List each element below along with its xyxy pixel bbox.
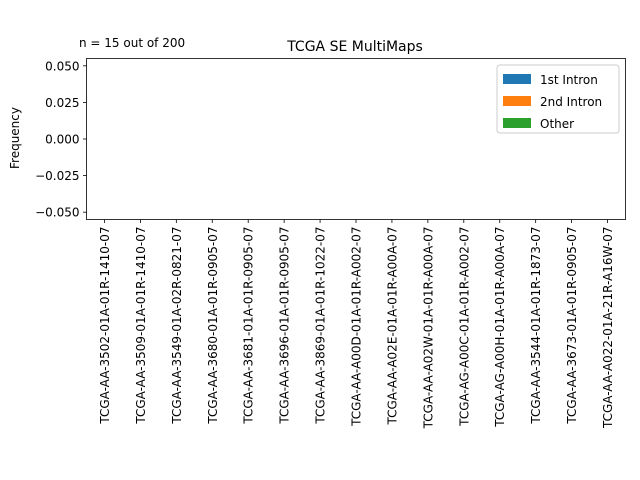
x-tick-label: TCGA-AA-3680-01A-01R-0905-07 xyxy=(206,227,220,425)
x-tick-label: TCGA-AA-3696-01A-01R-0905-07 xyxy=(278,227,292,425)
x-tick-label: TCGA-AG-A00H-01A-01R-A00A-07 xyxy=(493,227,507,428)
x-tick-label: TCGA-AA-3502-01A-01R-1410-07 xyxy=(98,227,112,425)
legend-label: 1st Intron xyxy=(540,73,598,87)
x-tick-label: TCGA-AG-A00C-01A-01R-A002-07 xyxy=(457,227,471,427)
y-tick-label: 0.050 xyxy=(45,59,79,73)
plot-area: 0.050 0.025 0.000 −0.025 −0.050 TCGA-AA-3502-… xyxy=(35,58,626,430)
x-tick-label: TCGA-AA-3509-01A-01R-1410-07 xyxy=(134,227,148,425)
legend-swatch xyxy=(503,96,531,106)
x-tick-label: TCGA-AA-A02W-01A-01R-A00A-07 xyxy=(421,227,435,430)
x-tick-label: TCGA-AA-3869-01A-01R-1022-07 xyxy=(314,227,328,425)
x-tick-label: TCGA-AA-3681-01A-01R-0905-07 xyxy=(242,227,256,425)
legend-swatch xyxy=(503,74,531,84)
x-tick-label: TCGA-AA-3544-01A-01R-1873-07 xyxy=(529,227,543,425)
x-tick-label: TCGA-AA-3673-01A-01R-0905-07 xyxy=(565,227,579,425)
legend-label: Other xyxy=(540,117,574,131)
x-tick-label: TCGA-AA-A022-01A-21R-A16W-07 xyxy=(601,227,615,430)
chart-title: TCGA SE MultiMaps xyxy=(286,39,423,55)
axes-frame xyxy=(86,58,626,220)
legend-swatch xyxy=(503,118,531,128)
x-tick-label: TCGA-AA-3549-01A-02R-0821-07 xyxy=(170,227,184,425)
y-tick-label: −0.025 xyxy=(35,169,79,183)
x-tick-label: TCGA-AA-A00D-01A-01R-A002-07 xyxy=(350,227,364,427)
legend: 1st Intron 2nd Intron Other xyxy=(496,64,620,134)
sample-count-annotation: n = 15 out of 200 xyxy=(79,36,185,50)
y-tick-label: −0.050 xyxy=(35,206,79,220)
legend-label: 2nd Intron xyxy=(540,95,602,109)
y-tick-label: 0.000 xyxy=(45,133,79,147)
y-tick-label: 0.025 xyxy=(45,96,79,110)
y-axis-label: Frequency xyxy=(8,107,22,169)
x-tick-label: TCGA-AA-A02E-01A-01R-A00A-07 xyxy=(385,227,399,426)
